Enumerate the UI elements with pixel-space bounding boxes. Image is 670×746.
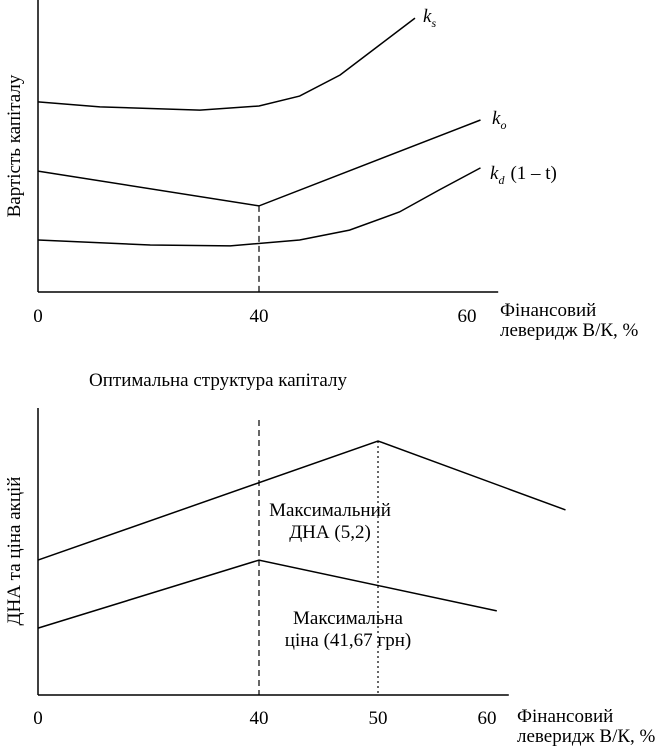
line-series — [37, 559, 497, 629]
x-axis-label: леверидж В/К, % — [517, 726, 656, 746]
x-tick-label: 40 — [250, 306, 269, 327]
x-tick-label: 50 — [369, 708, 388, 729]
line-series — [37, 17, 416, 111]
series-label: ks — [423, 6, 436, 30]
series-label-subscript: d — [498, 173, 505, 187]
annotation: ціна (41,67 грн) — [285, 630, 411, 651]
x-tick-label: 0 — [33, 708, 43, 729]
x-tick-label: 60 — [458, 306, 477, 327]
annotation: ДНА (5,2) — [289, 522, 371, 543]
y-axis-label: ДНА та ціна акцій — [4, 477, 25, 626]
line-series — [37, 440, 566, 561]
x-tick-label: 40 — [250, 708, 269, 729]
chart-title: Оптимальна структура капіталу — [89, 370, 347, 391]
x-tick-label: 60 — [478, 708, 497, 729]
x-axis-label: леверидж В/К, % — [500, 320, 639, 341]
series-label-name: k — [423, 6, 432, 27]
y-axis-label: Вартість капіталу — [4, 74, 25, 217]
series-label-subscript: s — [431, 16, 436, 30]
series-label: ko — [492, 108, 506, 132]
series-label-name: k — [490, 163, 499, 184]
annotation: Максимальний — [269, 500, 391, 521]
line-series — [37, 119, 481, 207]
x-axis-label: Фінансовий — [500, 300, 596, 321]
x-axis-label: Фінансовий — [517, 706, 613, 727]
series-label-name: k — [492, 108, 501, 129]
x-tick-label: 0 — [33, 306, 43, 327]
annotation: Максимальна — [293, 608, 403, 629]
series-label-subscript: o — [500, 118, 506, 132]
line-series — [37, 167, 481, 247]
series-label-suffix: (1 – t) — [510, 163, 556, 184]
series-label: kd (1 – t) — [490, 163, 557, 187]
